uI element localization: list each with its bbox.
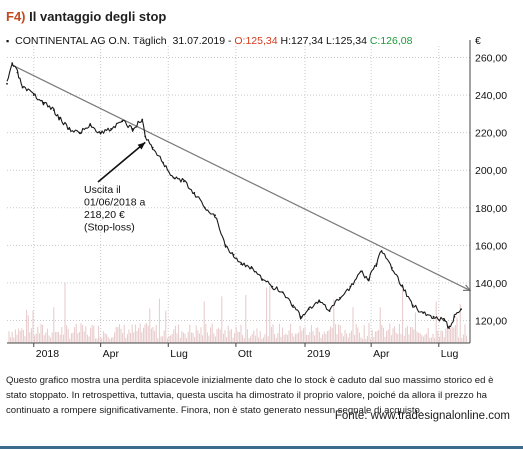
- price-point: [16, 71, 19, 74]
- chart-caption: Questo grafico mostra una perdita spiace…: [6, 375, 494, 416]
- price-point: [318, 300, 321, 303]
- y-tick-label: 220,00: [475, 128, 507, 140]
- price-point: [99, 131, 102, 134]
- quote-high: H:127,34: [280, 35, 324, 47]
- trendline-layer: [11, 64, 472, 292]
- axis-layer: € 260,00 240,00 220,00 200,00 180,00 160,00 14…: [7, 35, 507, 360]
- price-point: [78, 131, 81, 134]
- price-point: [292, 304, 295, 307]
- y-tick-label: 140,00: [475, 278, 507, 290]
- price-point: [21, 86, 24, 89]
- price-point: [443, 319, 445, 322]
- annotation-line: 01/06/2018 a: [84, 197, 145, 209]
- price-point: [172, 176, 175, 179]
- price-point: [368, 278, 370, 281]
- price-point: [411, 304, 414, 307]
- annotation-line: (Stop-loss): [84, 222, 135, 234]
- y-tick-label: 200,00: [475, 165, 507, 177]
- price-point: [224, 244, 227, 247]
- price-point: [432, 315, 435, 318]
- price-point: [214, 214, 216, 217]
- x-tick-label: Lug: [170, 348, 188, 360]
- y-tick-label: 180,00: [475, 203, 507, 215]
- source-credit: Fonte: www.tradesignalonline.com: [334, 410, 510, 422]
- trendline: [11, 64, 471, 291]
- price-point: [380, 250, 383, 252]
- instrument-name: CONTINENTAL AG O.N. Täglich: [15, 35, 167, 47]
- price-point: [52, 109, 55, 112]
- price-point: [359, 270, 362, 273]
- price-series-line: [6, 63, 462, 329]
- x-tick-label: Ott: [238, 348, 252, 360]
- x-tick-label: Apr: [373, 348, 390, 360]
- price-point: [68, 127, 71, 130]
- price-point: [42, 101, 45, 104]
- quote-open: O:125,34: [234, 35, 278, 47]
- price-point: [422, 312, 425, 314]
- price-point: [349, 285, 352, 288]
- annotation-line: 218,20 €: [84, 209, 125, 221]
- price-point: [232, 253, 235, 256]
- price-point: [448, 327, 451, 329]
- price-point: [151, 146, 154, 149]
- price-point: [375, 263, 378, 266]
- price-point: [32, 94, 35, 96]
- price-point: [401, 285, 404, 288]
- figure-title-text: Il vantaggio degli stop: [29, 9, 167, 24]
- annotation-arrow: [97, 141, 146, 183]
- y-tick-label: 160,00: [475, 240, 507, 252]
- grid-lines: [7, 46, 470, 343]
- price-point: [110, 127, 112, 130]
- price-point: [339, 297, 341, 299]
- price-point: [299, 315, 302, 318]
- price-point: [391, 266, 393, 269]
- annotation-line: Uscita il: [84, 184, 121, 196]
- instrument-square-icon: ▪: [6, 36, 10, 46]
- price-point: [121, 120, 124, 123]
- currency-label: €: [475, 35, 481, 47]
- price-point: [460, 308, 462, 311]
- quote-date: 31.07.2019 -: [172, 35, 232, 47]
- price-layer: [6, 62, 462, 329]
- price-point: [193, 191, 196, 194]
- y-tick-label: 120,00: [475, 315, 507, 327]
- price-point: [271, 285, 274, 288]
- price-point: [281, 291, 284, 294]
- price-point: [240, 263, 243, 266]
- price-point: [58, 116, 60, 119]
- price-point: [203, 206, 206, 209]
- price-point: [261, 278, 263, 281]
- price-point: [11, 62, 14, 65]
- figure-title: F4) Il vantaggio degli stop: [6, 9, 166, 24]
- price-point: [6, 82, 8, 85]
- price-point: [182, 180, 185, 183]
- x-tick-label: 2018: [36, 348, 60, 360]
- figure-number: F4): [6, 9, 26, 24]
- quote-low: L:125,34: [326, 35, 367, 47]
- y-tick-label: 260,00: [475, 53, 507, 65]
- price-point: [250, 266, 253, 269]
- price-point: [89, 124, 92, 127]
- price-point: [328, 310, 331, 312]
- x-tick-label: 2019: [307, 348, 331, 360]
- y-tick-label: 240,00: [475, 90, 507, 102]
- volume-bars: [8, 282, 468, 343]
- price-point: [162, 161, 164, 164]
- x-tick-label: Apr: [103, 348, 120, 360]
- price-point: [144, 135, 147, 138]
- price-point: [453, 315, 456, 318]
- price-point: [131, 127, 134, 130]
- price-point: [141, 118, 144, 121]
- x-tick-label: Lug: [441, 348, 459, 360]
- chart-header: ▪ CONTINENTAL AG O.N. Täglich 31.07.2019…: [6, 35, 412, 47]
- quote-close: C:126,08: [369, 35, 413, 47]
- annotation-arrowhead: [137, 142, 146, 150]
- price-point: [307, 308, 310, 311]
